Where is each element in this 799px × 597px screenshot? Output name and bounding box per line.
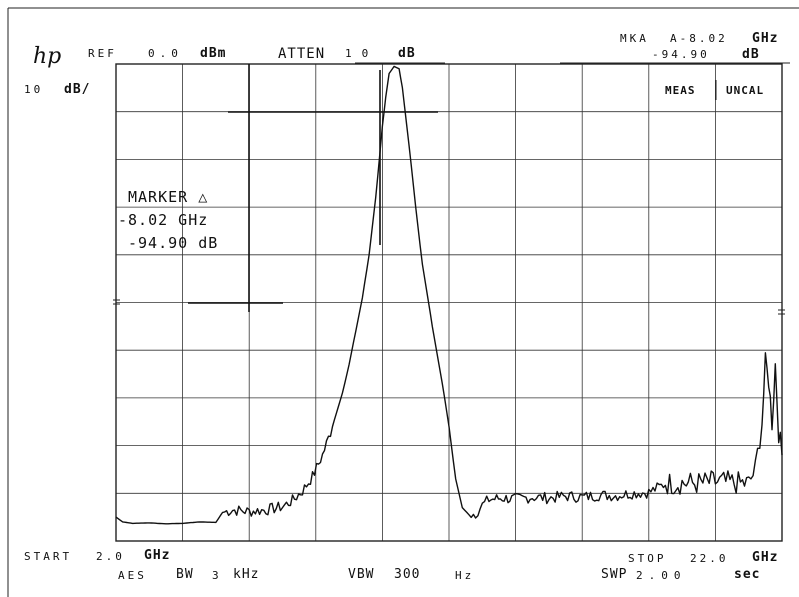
stop-value: 22.0	[690, 552, 729, 565]
scale-unit: dB/	[64, 82, 91, 97]
stop-label: STOP	[628, 552, 667, 565]
swp-label: SWP	[601, 567, 628, 582]
vbw-value: 300	[394, 567, 421, 582]
marker-level-unit: dB	[742, 47, 760, 62]
start-unit: GHz	[144, 548, 171, 563]
marker-title-text: MARKER	[128, 188, 189, 206]
plot-border	[115, 63, 783, 542]
marker-box-level: -94.90 dB	[128, 234, 219, 252]
stop-unit: GHz	[752, 550, 779, 565]
marker-box-freq: -8.02 GHz	[118, 211, 209, 229]
uncal-flag: UNCAL	[726, 84, 765, 97]
res-bw-unit: kHz	[233, 567, 260, 582]
marker-label: MKA	[620, 32, 649, 45]
swp-unit: sec	[734, 567, 761, 582]
atten-unit: dB	[398, 46, 416, 61]
marker-crosshair	[188, 64, 438, 312]
edge-ticks	[113, 299, 785, 315]
vbw-unit: Hz	[455, 569, 475, 582]
res-bw-value: 3	[212, 569, 222, 582]
meas-flag: MEAS	[665, 84, 696, 97]
res-bw-label: BW	[176, 567, 194, 582]
marker-level: -94.90	[652, 48, 710, 61]
ref-value: 0.0	[148, 47, 183, 60]
scale-value: 10	[24, 83, 44, 96]
hp-logo: hp	[33, 44, 62, 69]
vbw-label: VBW	[348, 567, 375, 582]
marker-freq: A-8.02	[670, 32, 728, 45]
swp-value: 2.00	[636, 569, 687, 582]
marker-freq-unit: GHz	[752, 31, 779, 46]
start-value: 2.0	[96, 550, 125, 563]
delta-marker-icon: △	[198, 188, 209, 206]
spectrum-trace	[115, 65, 783, 525]
start-label: START	[24, 550, 73, 563]
ref-unit: dBm	[200, 46, 227, 61]
atten-label: ATTEN	[278, 46, 326, 62]
atten-value: 10	[345, 47, 379, 60]
marker-box-title: MARKER △	[128, 190, 208, 205]
res-label: AES	[118, 569, 147, 582]
ref-label: REF	[88, 47, 117, 60]
